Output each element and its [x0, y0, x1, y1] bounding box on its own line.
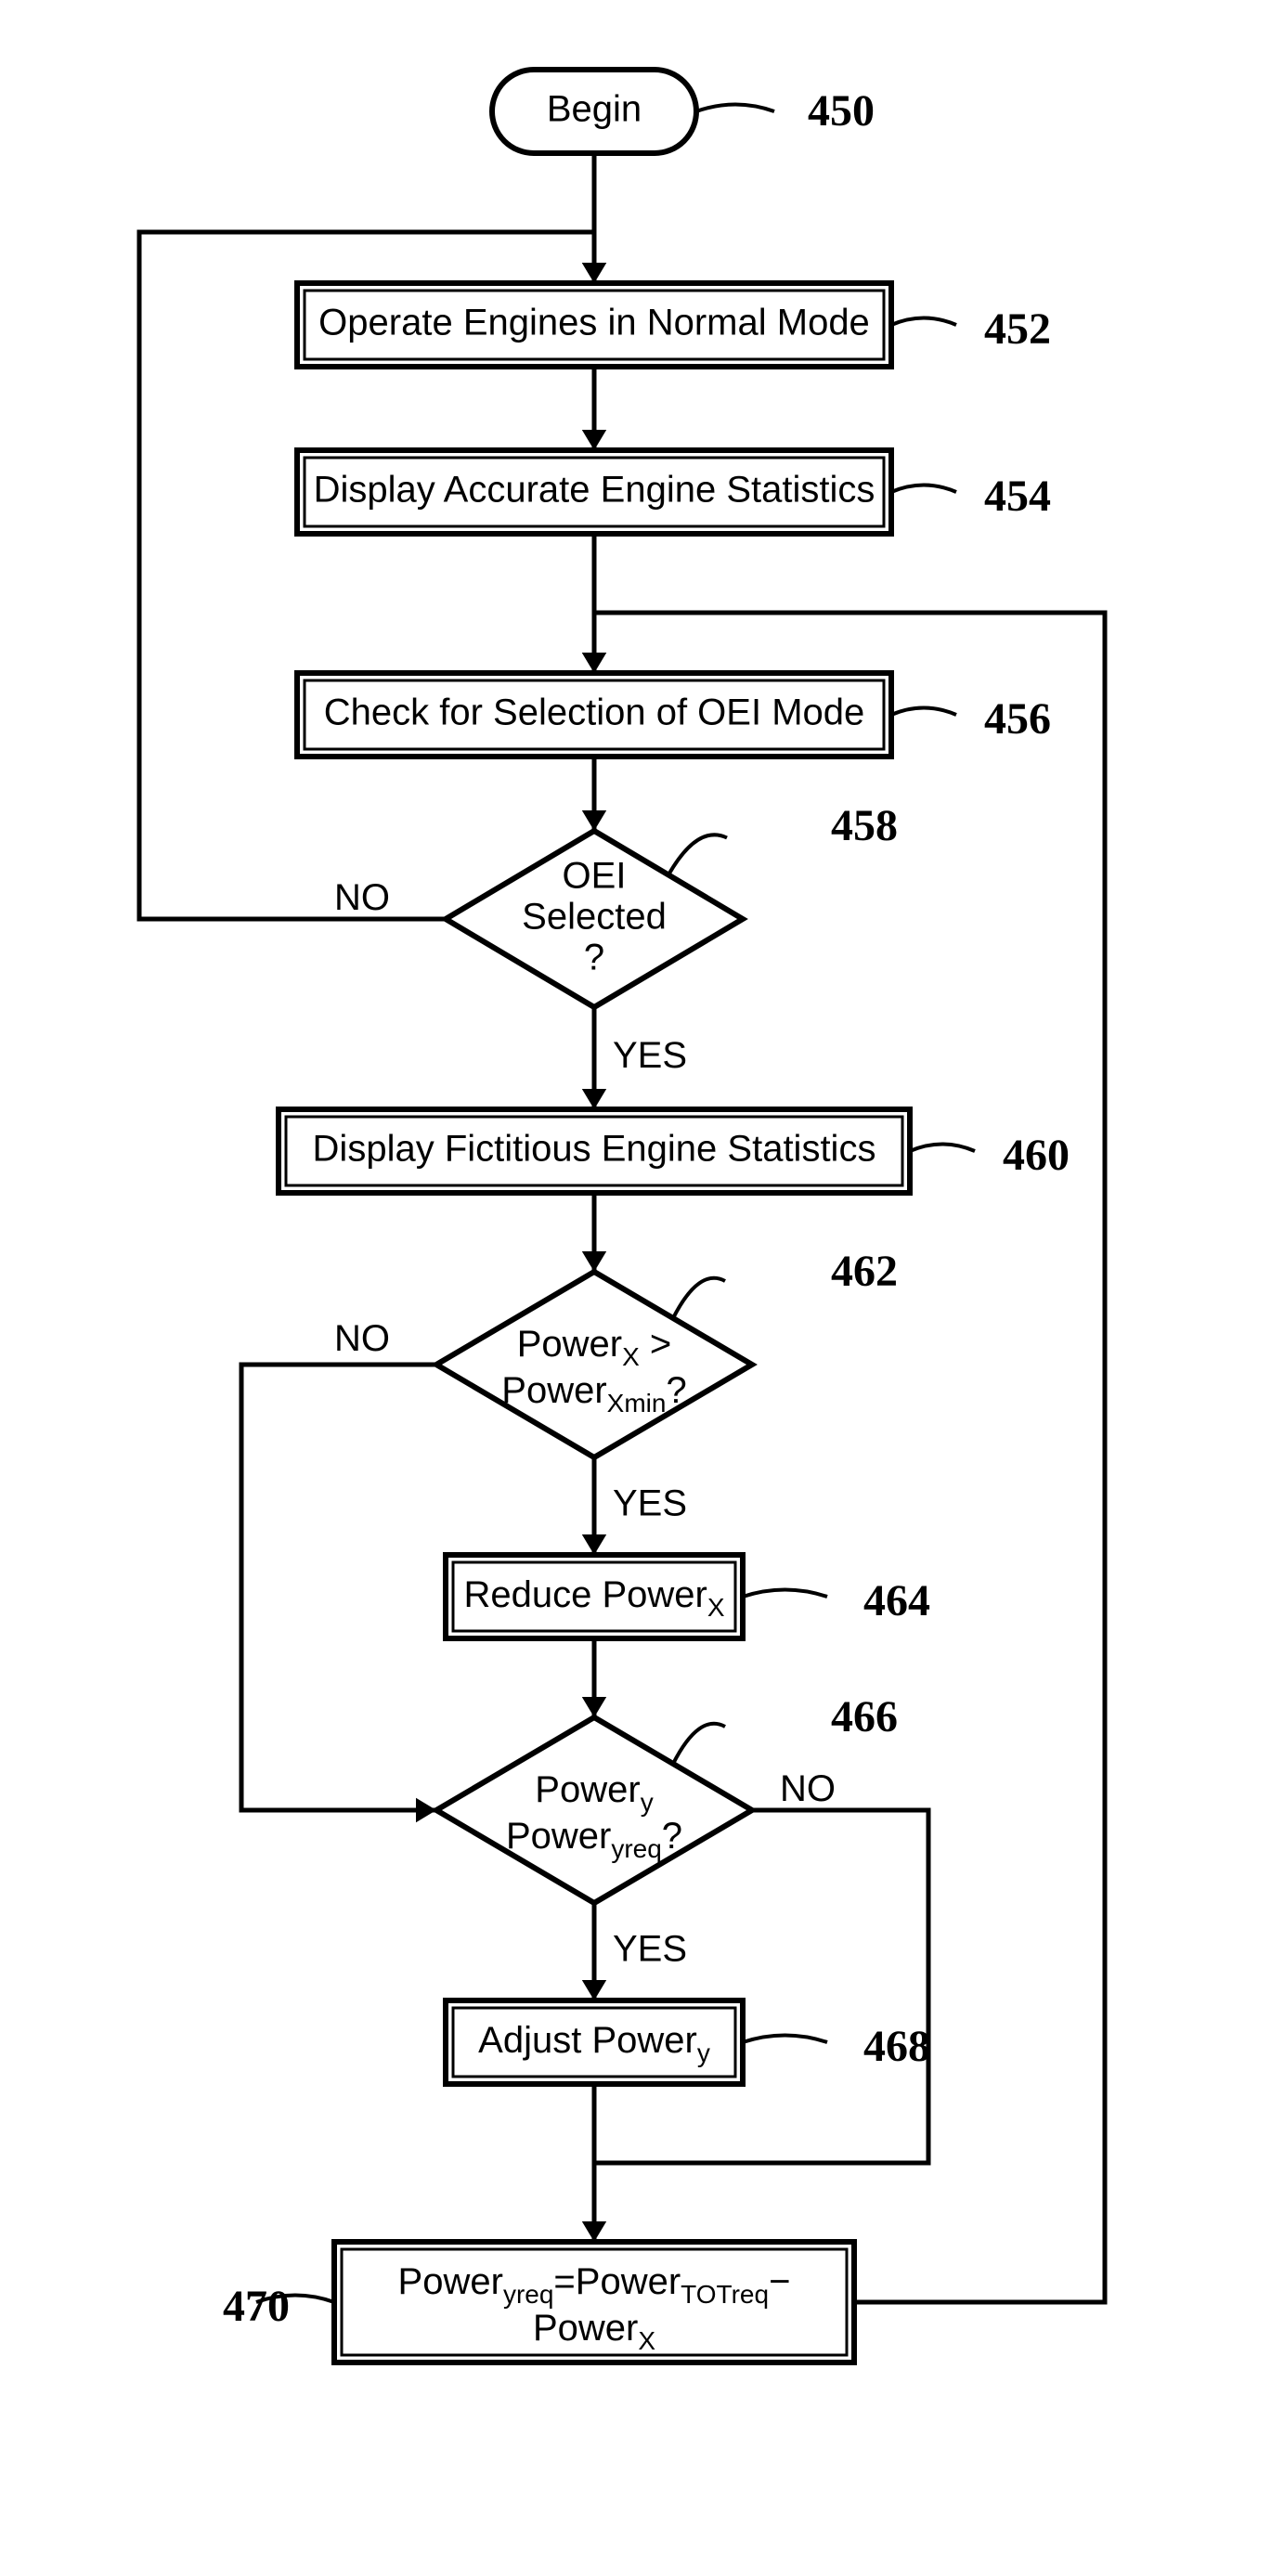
node-n456: Check for Selection of OEI Mode [297, 673, 891, 757]
edge-label: YES [613, 1929, 687, 1970]
node-n458: OEISelected? [446, 831, 743, 1007]
edge-label: YES [613, 1035, 687, 1076]
node-text: Check for Selection of OEI Mode [324, 693, 865, 733]
node-text: Begin [547, 89, 642, 130]
node-begin: Begin [492, 70, 696, 153]
edge-label: NO [334, 877, 390, 918]
ref-462: 462 [831, 1247, 898, 1296]
node-n454: Display Accurate Engine Statistics [297, 450, 891, 534]
ref-454: 454 [984, 472, 1051, 521]
edge-label: NO [334, 1318, 390, 1359]
ref-458: 458 [831, 801, 898, 850]
ref-452: 452 [984, 304, 1051, 354]
ref-466: 466 [831, 1692, 898, 1741]
edge-label: YES [613, 1483, 687, 1524]
node-text: Selected [522, 897, 667, 938]
node-text: Operate Engines in Normal Mode [318, 303, 870, 343]
ref-456: 456 [984, 694, 1051, 744]
edge-label: NO [780, 1768, 836, 1809]
ref-468: 468 [863, 2022, 930, 2071]
node-text: Display Accurate Engine Statistics [314, 470, 875, 511]
node-n462 [436, 1272, 752, 1457]
node-n466 [436, 1717, 752, 1903]
ref-460: 460 [1003, 1131, 1070, 1180]
ref-464: 464 [863, 1576, 930, 1625]
node-text: OEI [563, 856, 627, 897]
node-text: Display Fictitious Engine Statistics [313, 1129, 876, 1170]
node-text: ? [584, 938, 604, 978]
ref-470: 470 [223, 2282, 290, 2331]
ref-450: 450 [808, 86, 875, 136]
node-n460: Display Fictitious Engine Statistics [279, 1109, 910, 1193]
node-n452: Operate Engines in Normal Mode [297, 283, 891, 367]
